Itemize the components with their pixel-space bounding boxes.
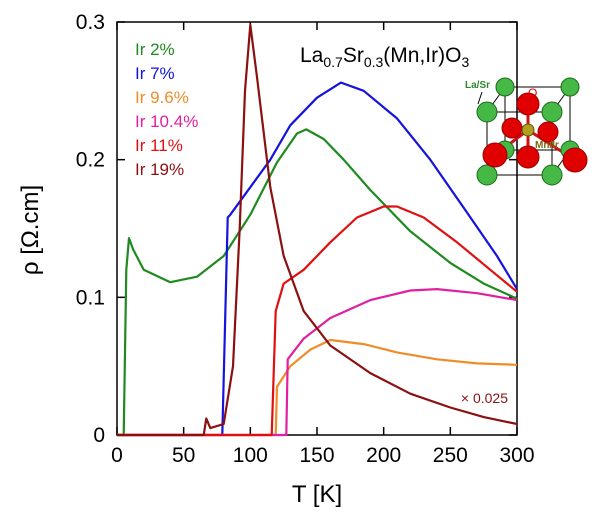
x-axis-label: T [K] [292,481,342,508]
inset-label: O [528,86,537,100]
x-tick-label: 250 [433,444,468,467]
inset-crystal: La/Sr O Mn/Ir [465,77,588,186]
inset-label: La/Sr [465,80,490,91]
legend-entry: Ir 9.6% [135,88,189,107]
legend-entry: Ir 2% [135,40,175,59]
x-tick-label: 50 [172,444,195,467]
formula-sub: 0.7 [323,54,343,70]
formula-sub: 0.3 [364,54,384,70]
legend-entry: Ir 10.4% [135,112,198,131]
legend-entry: Ir 7% [135,64,175,83]
series-line [117,205,518,437]
x-tick-label: 300 [499,444,534,467]
x-tick-label: 0 [111,444,123,467]
series-line [117,338,518,437]
x-tick-label: 100 [233,444,268,467]
formula-sub: 3 [461,54,469,70]
series-line [117,288,518,437]
y-tick-label: 0.3 [76,11,105,34]
legend-entry: Ir 11% [135,136,183,155]
legend-entry: Ir 19% [135,160,184,179]
scale-annotation: × 0.025 [461,390,508,406]
series-line [117,23,518,437]
formula-part: Sr [343,44,364,67]
y-tick-label: 0.1 [76,286,105,309]
series-line [117,81,518,437]
x-tick-label: 150 [299,444,334,467]
y-tick-label: 0 [93,424,105,447]
inset-label: Mn/Ir [535,140,559,151]
plot-frame [116,21,518,436]
x-tick-label: 200 [366,444,401,467]
formula-part: La [300,44,324,67]
formula-part: (Mn,Ir)O [383,44,461,67]
y-tick-label: 0.2 [76,149,105,172]
series-line [117,128,518,437]
inset-arrow [477,91,483,105]
formula: La0.7Sr0.3(Mn,Ir)O3 [300,44,469,70]
y-axis-label: ρ [Ω.cm] [17,185,44,275]
